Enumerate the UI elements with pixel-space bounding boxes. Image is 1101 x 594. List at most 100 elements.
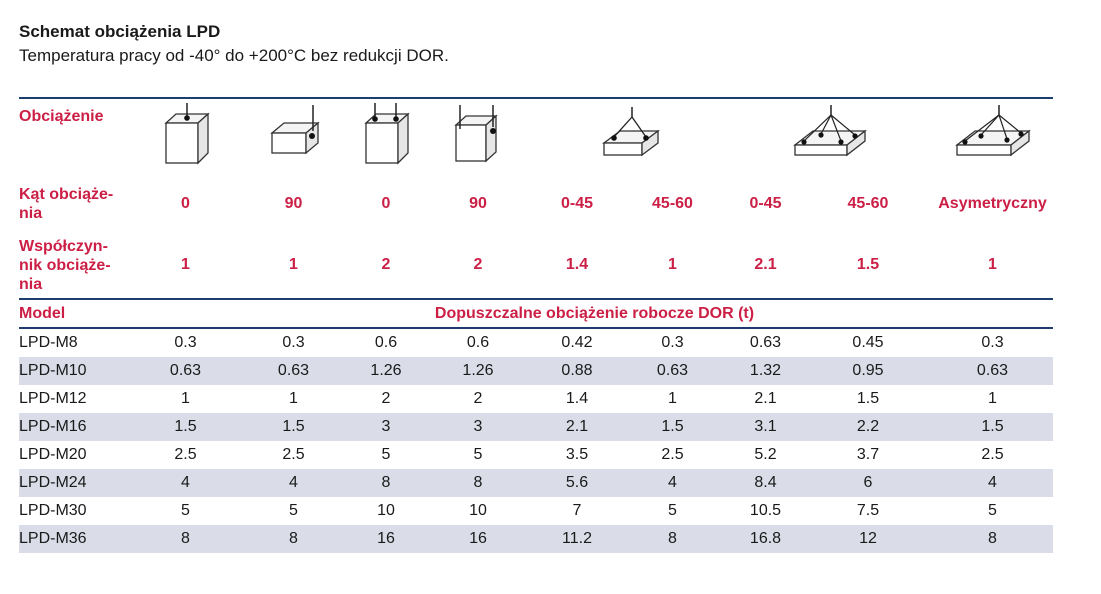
model-name: LPD-M30: [19, 502, 87, 519]
angle-value: 0-45: [560, 194, 594, 212]
load-value: 6: [804, 469, 932, 497]
table-row: LPD-M16 1.5 1.5 3 3 2.1 1.5 3.1 2.2 1.5: [19, 413, 1053, 441]
load-value: 5: [988, 502, 997, 519]
angle-value: 0-45: [749, 194, 782, 212]
page-title: Schemat obciążenia LPD: [19, 22, 221, 41]
load-angle-label: Kąt obciąże- nia: [19, 185, 114, 222]
load-value: 5: [473, 446, 483, 463]
coefficient-value: 1: [618, 232, 727, 300]
coefficient-value: 1.4: [536, 232, 618, 300]
load-value: 12: [804, 525, 932, 553]
load-value: 0.63: [749, 334, 782, 351]
model-header-row: Model Dopuszczalne obciążenie robocze DO…: [19, 299, 1053, 329]
load-value: 5.2: [754, 446, 777, 463]
table-row: LPD-M20 2.5 2.5 5 5 3.5 2.5 5.2 3.7 2.5: [19, 441, 1053, 469]
load-value: 5.6: [536, 469, 618, 497]
load-value: 8: [420, 469, 536, 497]
load-value: 4: [932, 469, 1053, 497]
table-row: LPD-M8 0.3 0.3 0.6 0.6 0.42 0.3 0.63 0.45 0.3: [19, 328, 1053, 357]
cube-single-top-load-icon: [163, 103, 210, 165]
load-value: 16: [420, 525, 536, 553]
angle-value: 0: [181, 194, 190, 212]
load-value: 5: [381, 446, 391, 463]
coefficient-value: 2.1: [727, 232, 804, 300]
load-value: 5: [289, 502, 298, 519]
coefficient-value: 2: [352, 232, 420, 300]
load-value: 2.5: [282, 446, 305, 463]
table-row: LPD-M12 1 1 2 2 1.4 1 2.1 1.5 1: [19, 385, 1053, 413]
load-value: 8: [932, 525, 1053, 553]
icon-cell-5: [536, 97, 727, 175]
table-row: LPD-M24 4 4 8 8 5.6 4 8.4 6 4: [19, 469, 1053, 497]
load-value: 1.26: [352, 357, 420, 385]
load-value: 2.5: [981, 446, 1004, 463]
load-value: 0.63: [932, 357, 1053, 385]
load-value: 10.5: [749, 502, 782, 519]
model-name: LPD-M24: [19, 469, 136, 497]
load-value: 16: [352, 525, 420, 553]
cube-double-side-load-icon: [454, 105, 498, 163]
load-value: 5: [668, 502, 677, 519]
angle-value: 90: [469, 194, 487, 212]
model-name: LPD-M8: [19, 334, 78, 351]
load-value: 2.1: [536, 413, 618, 441]
load-value: 3.5: [565, 446, 589, 463]
load-value: 1.32: [727, 357, 804, 385]
model-name: LPD-M36: [19, 525, 136, 553]
load-label: Obciążenie: [19, 97, 136, 175]
load-value: 2.1: [754, 390, 777, 407]
load-value: 0.3: [661, 334, 684, 351]
plate-four-leg-sling-icon: [792, 105, 867, 157]
load-value: 0.63: [136, 357, 235, 385]
load-value: 0.3: [981, 334, 1004, 351]
model-name: LPD-M20: [19, 446, 87, 463]
load-icons-row: Obciążenie: [19, 97, 1053, 175]
load-coefficient-label: Współczyn- nik obciąże- nia: [19, 232, 136, 300]
load-value: 0.63: [235, 357, 352, 385]
angle-value: 45-60: [652, 194, 693, 212]
page-subtitle: Temperatura pracy od -40° do +200°C bez …: [19, 46, 449, 65]
load-value: 4: [618, 469, 727, 497]
cube-double-top-load-icon: [364, 103, 410, 165]
load-value: 2.5: [661, 446, 684, 463]
icon-cell-4: [420, 97, 536, 175]
load-value: 2: [381, 390, 391, 407]
table-row: LPD-M10 0.63 0.63 1.26 1.26 0.88 0.63 1.32 0.95 0…: [19, 357, 1053, 385]
load-value: 0.88: [536, 357, 618, 385]
load-value: 8: [618, 525, 727, 553]
coefficient-value: 1: [235, 232, 352, 300]
load-value: 0.6: [374, 334, 398, 351]
load-value: 7: [572, 502, 582, 519]
model-column-header: Model: [19, 299, 136, 329]
coefficient-value: 1: [136, 232, 235, 300]
load-value: 1.4: [565, 390, 589, 407]
model-name: LPD-M10: [19, 357, 136, 385]
load-value: 16.8: [727, 525, 804, 553]
load-value: 2.5: [174, 446, 197, 463]
load-value: 3: [352, 413, 420, 441]
load-value: 0.3: [174, 334, 197, 351]
table-row: LPD-M30 5 5 10 10 7 5 10.5 7.5 5: [19, 497, 1053, 525]
load-value: 7.5: [856, 502, 880, 519]
icon-cell-6: [727, 97, 932, 175]
load-value: 8: [136, 525, 235, 553]
coefficient-value: 1.5: [804, 232, 932, 300]
load-value: 8.4: [727, 469, 804, 497]
load-value: 0.45: [852, 334, 884, 351]
load-angle-row: Kąt obciąże- nia 0 90 0 90 0-45 45-60 0-…: [19, 175, 1053, 232]
angle-value: 90: [284, 194, 303, 212]
icon-cell-3: [352, 97, 420, 175]
load-value: 8: [352, 469, 420, 497]
load-value: 4: [136, 469, 235, 497]
load-value: 0.95: [804, 357, 932, 385]
load-value: 10: [377, 502, 395, 519]
load-value: 1: [181, 390, 190, 407]
model-name: LPD-M12: [19, 390, 87, 407]
load-value: 1: [289, 390, 298, 407]
load-value: 4: [235, 469, 352, 497]
load-value: 8: [235, 525, 352, 553]
load-value: 1.5: [618, 413, 727, 441]
icon-cell-7: [932, 97, 1053, 175]
data-rows: LPD-M8 0.3 0.3 0.6 0.6 0.42 0.3 0.63 0.45 0.3 LPD-…: [19, 328, 1053, 553]
angle-value: Asymetryczny: [938, 194, 1047, 212]
